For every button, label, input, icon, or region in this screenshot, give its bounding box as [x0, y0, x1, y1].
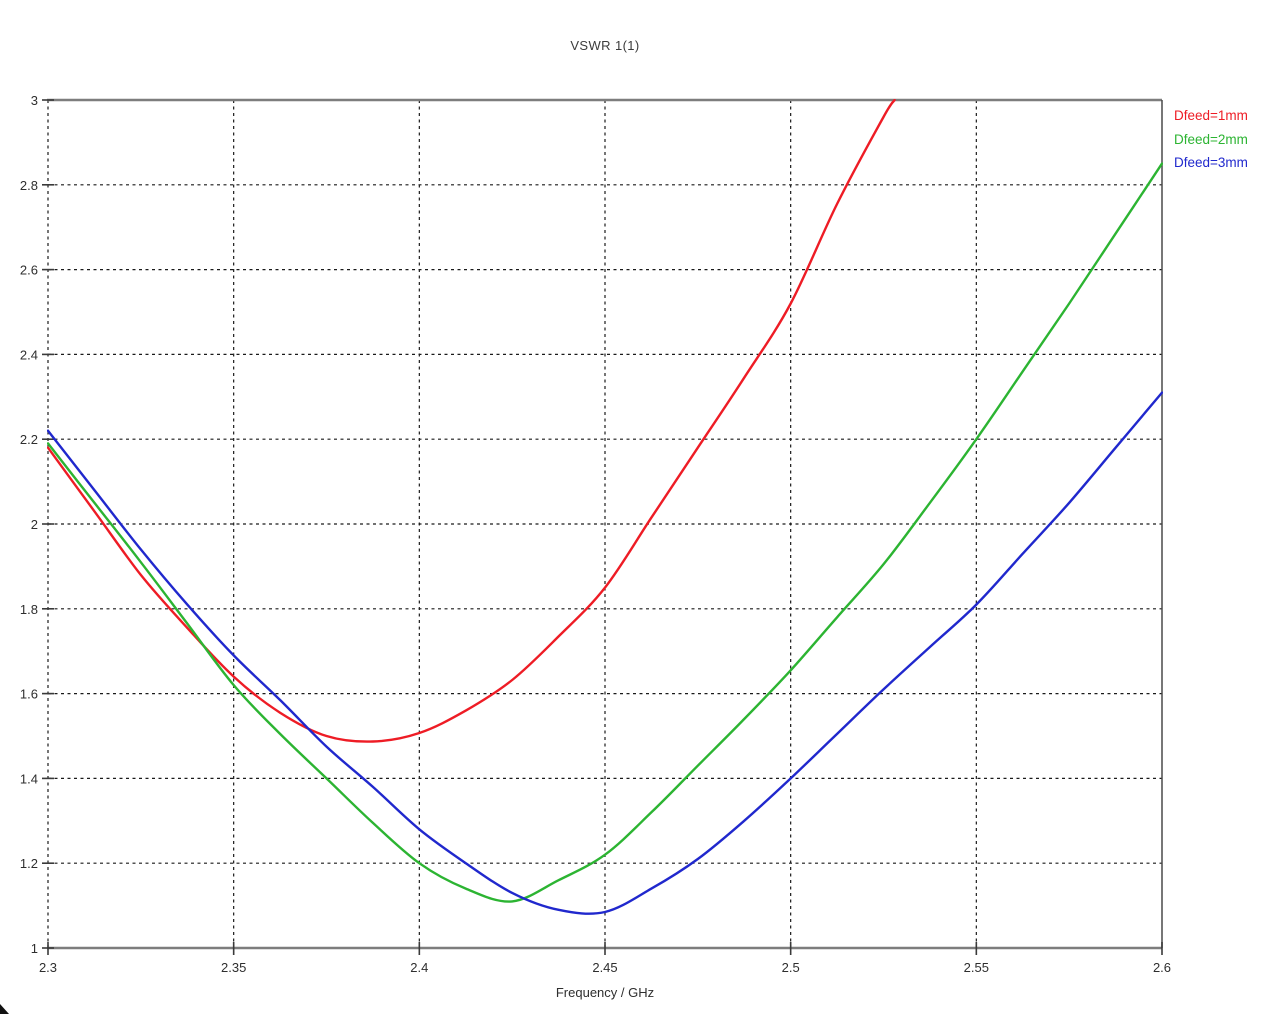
- y-tick-label: 1: [31, 941, 38, 956]
- y-tick-label: 1.8: [20, 602, 38, 617]
- legend-item-dfeed-2mm: Dfeed=2mm: [1174, 131, 1248, 147]
- y-tick-label: 2.6: [20, 263, 38, 278]
- x-tick-label: 2.4: [410, 960, 428, 975]
- x-axis-label: Frequency / GHz: [555, 985, 655, 1000]
- y-tick-label: 1.6: [20, 687, 38, 702]
- x-tick-label: 2.45: [592, 960, 617, 975]
- chart-title: VSWR 1(1): [570, 38, 640, 53]
- y-tick-label: 3: [31, 93, 38, 108]
- y-tick-label: 1.4: [20, 771, 38, 786]
- y-tick-label: 1.2: [20, 856, 38, 871]
- y-tick-label: 2.2: [20, 432, 38, 447]
- y-tick-label: 2.8: [20, 178, 38, 193]
- y-tick-label: 2: [31, 517, 38, 532]
- curve-dfeed-2mm: [47, 162, 1163, 903]
- y-tick-label: 2.4: [20, 347, 38, 362]
- legend-item-dfeed-1mm: Dfeed=1mm: [1174, 108, 1248, 123]
- x-tick-label: 2.35: [221, 960, 246, 975]
- x-tick-label: 2.6: [1153, 960, 1171, 975]
- legend: Dfeed=1mm Dfeed=2mm Dfeed=3mm: [1174, 104, 1248, 175]
- x-tick-label: 2.55: [964, 960, 989, 975]
- x-tick-label: 2.3: [39, 960, 57, 975]
- legend-item-dfeed-3mm: Dfeed=3mm: [1174, 155, 1248, 170]
- curve-dfeed-1mm: [47, 99, 896, 743]
- x-tick-label: 2.5: [782, 960, 800, 975]
- curve-dfeed-3mm: [47, 391, 1163, 915]
- screen-corner-artifact: [0, 1004, 9, 1014]
